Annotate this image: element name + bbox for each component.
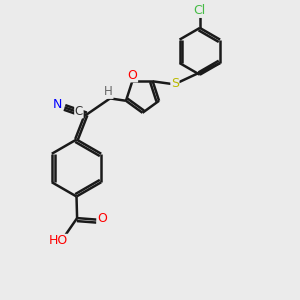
Text: S: S <box>171 77 179 90</box>
Text: HO: HO <box>48 234 68 248</box>
Text: O: O <box>97 212 107 226</box>
Text: N: N <box>53 98 63 112</box>
Text: C: C <box>75 105 83 118</box>
Text: O: O <box>128 69 137 82</box>
Text: H: H <box>104 85 113 98</box>
Text: Cl: Cl <box>194 4 206 17</box>
